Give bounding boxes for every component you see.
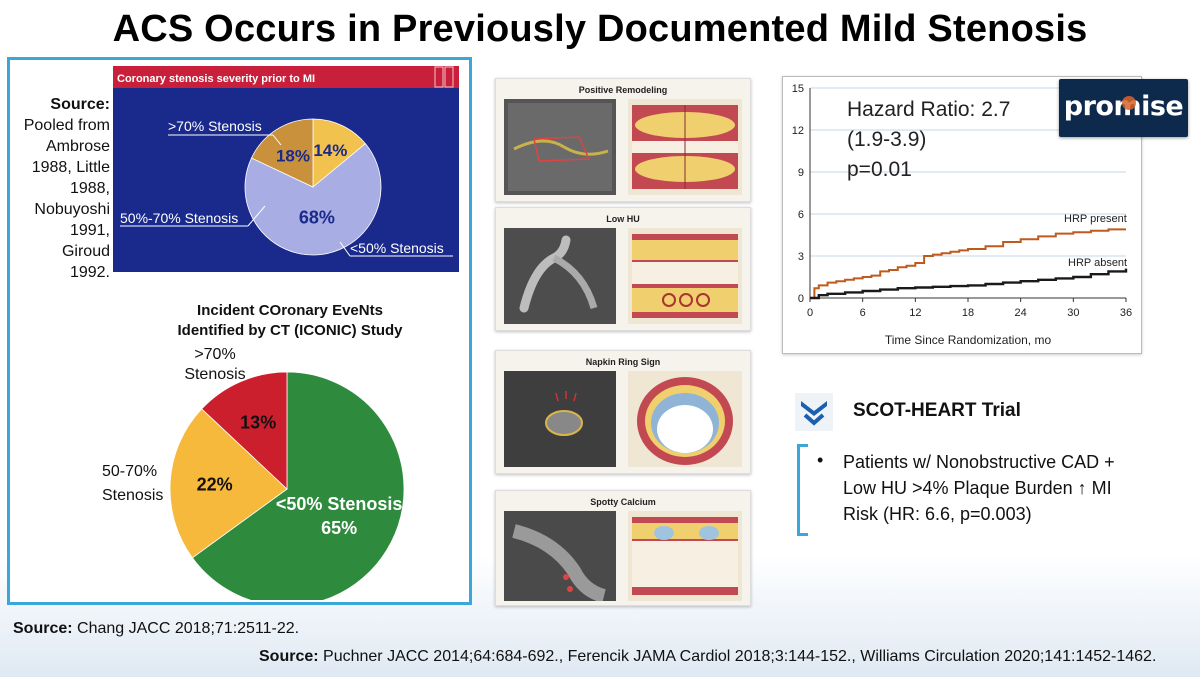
km-y-tick-label: 6 [798,209,804,221]
km-y-tick-label: 0 [798,293,804,305]
plaque-card-title: Spotty Calcium [590,497,656,507]
chart1-label-leader [247,205,266,227]
source-left: Source: Chang JACC 2018;71:2511-22. [13,620,299,638]
chart2-value-label: 22% [197,475,233,495]
scot-heart-logo-icon [795,393,833,431]
promise-logo: promise [1059,79,1188,137]
km-x-tick-label: 36 [1120,307,1132,319]
km-x-tick-label: 18 [962,307,974,319]
chart1-title: Coronary stenosis severity prior to MI [117,73,315,85]
chart1-header-tab [444,66,454,88]
left-source-line: 1992. [69,264,110,281]
chart1-category-label: 50%-70% Stenosis [120,210,238,226]
chart2-value-label: <50% Stenosis [276,494,403,514]
iconic-label-50-70: 50-70% Stenosis [102,463,164,504]
chart1-category-label: <50% Stenosis [350,240,444,256]
chart1-header-bar [113,66,459,88]
plaque-card-low-hu: Low HU [495,207,751,331]
km-annotation-line: Hazard Ratio: 2.7 [847,98,1011,121]
left-source-block: Source: Pooled from Ambrose 1988, Little… [14,94,110,283]
km-series-line [810,268,1128,300]
left-source-line: Ambrose [45,138,110,155]
iconic-title-line: Incident COronary EveNts [197,302,383,319]
plaque-card-title: Low HU [606,214,640,224]
left-source-line: Giroud [61,243,110,260]
chart1-slice [312,118,366,188]
source-left-text: Chang JACC 2018;71:2511-22. [77,620,300,637]
km-series-label: HRP present [1064,213,1127,225]
left-source-line: 1988, [69,180,110,197]
low-hu-illustration [504,228,742,324]
chart2-slice [201,371,288,490]
left-source-label: Source: [50,96,110,113]
km-annotation: Hazard Ratio: 2.7 (1.9-3.9) p=0.01 [847,95,1010,185]
chart1-slice [244,143,382,256]
positive-remodeling-illustration [504,99,742,195]
iconic-label-gt70: >70% Stenosis [184,346,246,383]
promise-logo-accent [1122,96,1136,110]
left-source-line: 1991, [69,222,110,239]
chart2-value-label: 65% [321,518,357,538]
chart1-slice [250,118,314,188]
source-bottom-text: Puchner JACC 2014;64:684-692., Ferencik … [323,648,1157,665]
chart1-value-label: 14% [313,141,347,160]
plaque-card-positive-remodeling: Positive Remodeling [495,78,751,202]
chart1-header-tab [434,66,444,88]
km-series-label: HRP absent [1068,257,1127,269]
km-x-tick-label: 24 [1015,307,1027,319]
pie-chart-iconic: <50% Stenosis 65% 22% 13% [169,371,405,600]
chart1-category-label: >70% Stenosis [168,118,262,134]
chart2-value-label: 13% [240,413,276,433]
km-x-tick-label: 6 [860,307,866,319]
km-y-tick-label: 12 [792,125,804,137]
left-source-line: Pooled from [23,117,110,134]
plaque-card-title: Napkin Ring Sign [585,357,661,367]
spotty-calcium-illustration [504,511,742,601]
km-annotation-line: (1.9-3.9) [847,128,927,151]
left-source-line: Nobuyoshi [34,201,110,218]
chart1-label-leader [339,241,351,257]
scot-heart-title: SCOT-HEART Trial [853,400,1021,421]
chart2-slice [169,408,288,559]
iconic-chart-title: Incident COronary EveNts Identified by C… [110,301,470,341]
left-source-line: 1988, Little [31,159,110,176]
km-x-tick-label: 12 [909,307,921,319]
chart1-value-label: 18% [276,146,310,165]
km-y-tick-label: 15 [792,83,804,95]
plaque-card-napkin-ring: Napkin Ring Sign [495,350,751,474]
scot-heart-line: Risk (HR: 6.6, p=0.003) [843,504,1032,524]
source-bottom-label: Source: [259,648,319,665]
pie-chart-prior-mi: Coronary stenosis severity prior to MI 1… [113,66,459,272]
source-bottom: Source: Puchner JACC 2014;64:684-692., F… [259,648,1156,666]
km-y-tick-label: 3 [798,251,804,263]
scot-heart-bullet: • [817,450,824,470]
km-annotation-line: p=0.01 [847,158,912,181]
km-x-tick-label: 30 [1067,307,1079,319]
km-y-tick-label: 9 [798,167,804,179]
plaque-card-spotty-calcium: Spotty Calcium [495,490,751,606]
km-x-axis-label: Time Since Randomization, mo [885,333,1052,347]
chart1-label-leader [272,134,282,146]
napkin-ring-illustration [504,371,742,467]
chart1-value-label: 68% [299,208,335,228]
slide-title: ACS Occurs in Previously Documented Mild… [112,8,1088,50]
plaque-card-title: Positive Remodeling [578,85,668,95]
km-series-line [810,228,1126,299]
iconic-title-line: Identified by CT (ICONIC) Study [177,322,403,339]
chart2-slice [191,371,405,600]
source-left-label: Source: [13,620,73,637]
scot-heart-bracket [797,444,808,536]
scot-heart-line: Low HU >4% Plaque Burden ↑ MI [843,478,1112,498]
scot-heart-line: Patients w/ Nonobstructive CAD + [843,452,1115,472]
scot-heart-bullet-text: Patients w/ Nonobstructive CAD + Low HU … [843,449,1115,527]
km-x-tick-label: 0 [807,307,813,319]
